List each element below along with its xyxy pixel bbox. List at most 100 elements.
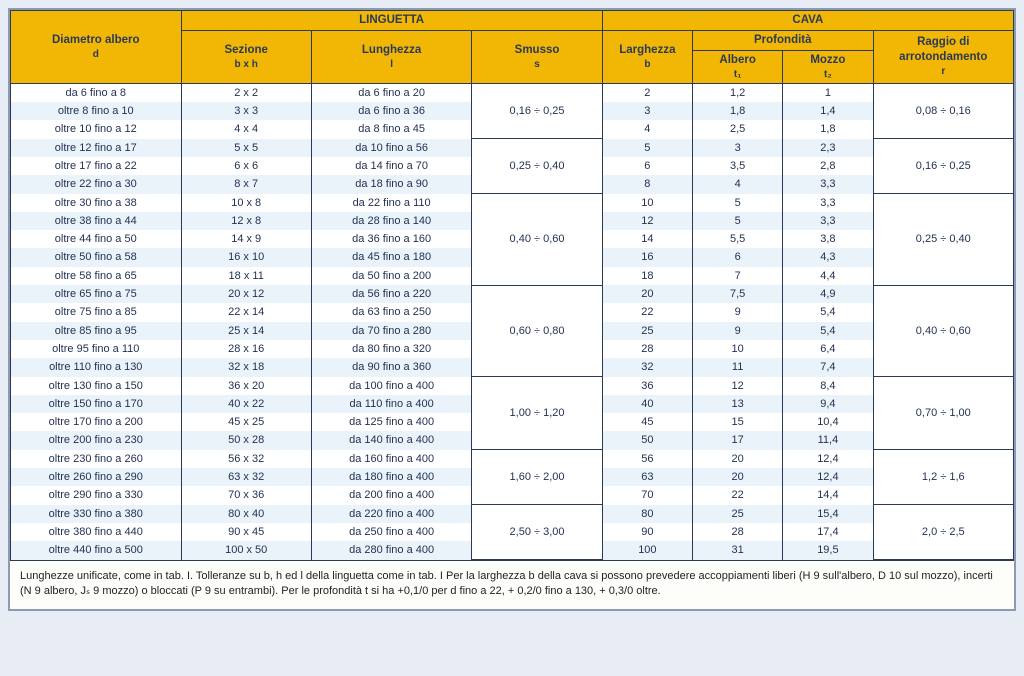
cell: da 36 fino a 160 [311,230,471,248]
cell: 4,4 [783,267,873,285]
cell: oltre 12 fino a 17 [11,139,182,157]
cell: 50 [602,431,692,449]
cell: oltre 50 fino a 58 [11,248,182,266]
cell: da 6 fino a 36 [311,102,471,120]
cell: 5 x 5 [181,139,311,157]
cell: 8 [602,175,692,193]
cell: 56 x 32 [181,450,311,468]
cell: da 100 fino a 400 [311,377,471,395]
cell: 28 [693,523,783,541]
cell: oltre 110 fino a 130 [11,358,182,376]
cell: 11,4 [783,431,873,449]
cell: oltre 230 fino a 260 [11,450,182,468]
cell: oltre 330 fino a 380 [11,505,182,523]
cell: 10 x 8 [181,194,311,212]
cell: 3,8 [783,230,873,248]
cell: 1,2 [693,83,783,102]
cell: 10 [693,340,783,358]
table-row: oltre 65 fino a 7520 x 12da 56 fino a 22… [11,285,1014,303]
cell: 11 [693,358,783,376]
cell: 3 x 3 [181,102,311,120]
cell: 100 [602,541,692,559]
cell: 12,4 [783,468,873,486]
th-cava: CAVA [602,11,1013,31]
cell: da 200 fino a 400 [311,486,471,504]
cell: 10 [602,194,692,212]
th-sezione: Sezione b x h [181,30,311,83]
cell: 12 [602,212,692,230]
cell: oltre 17 fino a 22 [11,157,182,175]
cell-smusso: 2,50 ÷ 3,00 [472,505,602,560]
cell: 22 x 14 [181,303,311,321]
cell: da 180 fino a 400 [311,468,471,486]
cell: 13 [693,395,783,413]
cell: oltre 440 fino a 500 [11,541,182,559]
cell-smusso: 1,00 ÷ 1,20 [472,377,602,450]
cell: 20 [693,468,783,486]
cell: 2,8 [783,157,873,175]
cell: 5 [693,194,783,212]
cell: da 10 fino a 56 [311,139,471,157]
cell: 28 [602,340,692,358]
th-lunghezza: Lunghezza l [311,30,471,83]
cell: 6 [602,157,692,175]
cell: da 14 fino a 70 [311,157,471,175]
cell: 40 x 22 [181,395,311,413]
cell-raggio: 1,2 ÷ 1,6 [873,450,1013,505]
th-diametro: Diametro albero d [11,11,182,84]
table-row: oltre 12 fino a 175 x 5da 10 fino a 560,… [11,139,1014,157]
cell: 40 [602,395,692,413]
cell: 4 [693,175,783,193]
cell: 20 [693,450,783,468]
cell: 6 [693,248,783,266]
cell: 20 [602,285,692,303]
cell: oltre 30 fino a 38 [11,194,182,212]
cell: 2 [602,83,692,102]
cell: 63 x 32 [181,468,311,486]
cell: 80 [602,505,692,523]
cell: da 250 fino a 400 [311,523,471,541]
cell-raggio: 2,0 ÷ 2,5 [873,505,1013,560]
cell-raggio: 0,70 ÷ 1,00 [873,377,1013,450]
cell: 5 [693,212,783,230]
cell: 31 [693,541,783,559]
cell: 7,5 [693,285,783,303]
cell-raggio: 0,16 ÷ 0,25 [873,139,1013,194]
cell: oltre 44 fino a 50 [11,230,182,248]
cell: oltre 95 fino a 110 [11,340,182,358]
cell: 70 x 36 [181,486,311,504]
cell: 1 [783,83,873,102]
cell: oltre 8 fino a 10 [11,102,182,120]
cell: 12,4 [783,450,873,468]
cell: 20 x 12 [181,285,311,303]
cell: 36 x 20 [181,377,311,395]
cell: oltre 65 fino a 75 [11,285,182,303]
cell: da 125 fino a 400 [311,413,471,431]
cell: da 63 fino a 250 [311,303,471,321]
cell: da 8 fino a 45 [311,120,471,138]
table-row: oltre 330 fino a 38080 x 40da 220 fino a… [11,505,1014,523]
cell: da 22 fino a 110 [311,194,471,212]
cell: 1,4 [783,102,873,120]
cell: da 6 fino a 8 [11,83,182,102]
cell: 28 x 16 [181,340,311,358]
th-smusso: Smusso s [472,30,602,83]
cell: 18 [602,267,692,285]
cell-smusso: 0,40 ÷ 0,60 [472,194,602,285]
th-albero: Albero t₁ [693,50,783,83]
cell: da 50 fino a 200 [311,267,471,285]
table-row: oltre 230 fino a 26056 x 32da 160 fino a… [11,450,1014,468]
cell: oltre 58 fino a 65 [11,267,182,285]
cell: da 90 fino a 360 [311,358,471,376]
cell: da 56 fino a 220 [311,285,471,303]
cell: 32 [602,358,692,376]
cell-raggio: 0,25 ÷ 0,40 [873,194,1013,285]
cell-smusso: 1,60 ÷ 2,00 [472,450,602,505]
cell: 9,4 [783,395,873,413]
cell: 3,5 [693,157,783,175]
cell: 2,5 [693,120,783,138]
cell: 14,4 [783,486,873,504]
cell: 15,4 [783,505,873,523]
cell: 3,3 [783,194,873,212]
cell: 22 [693,486,783,504]
